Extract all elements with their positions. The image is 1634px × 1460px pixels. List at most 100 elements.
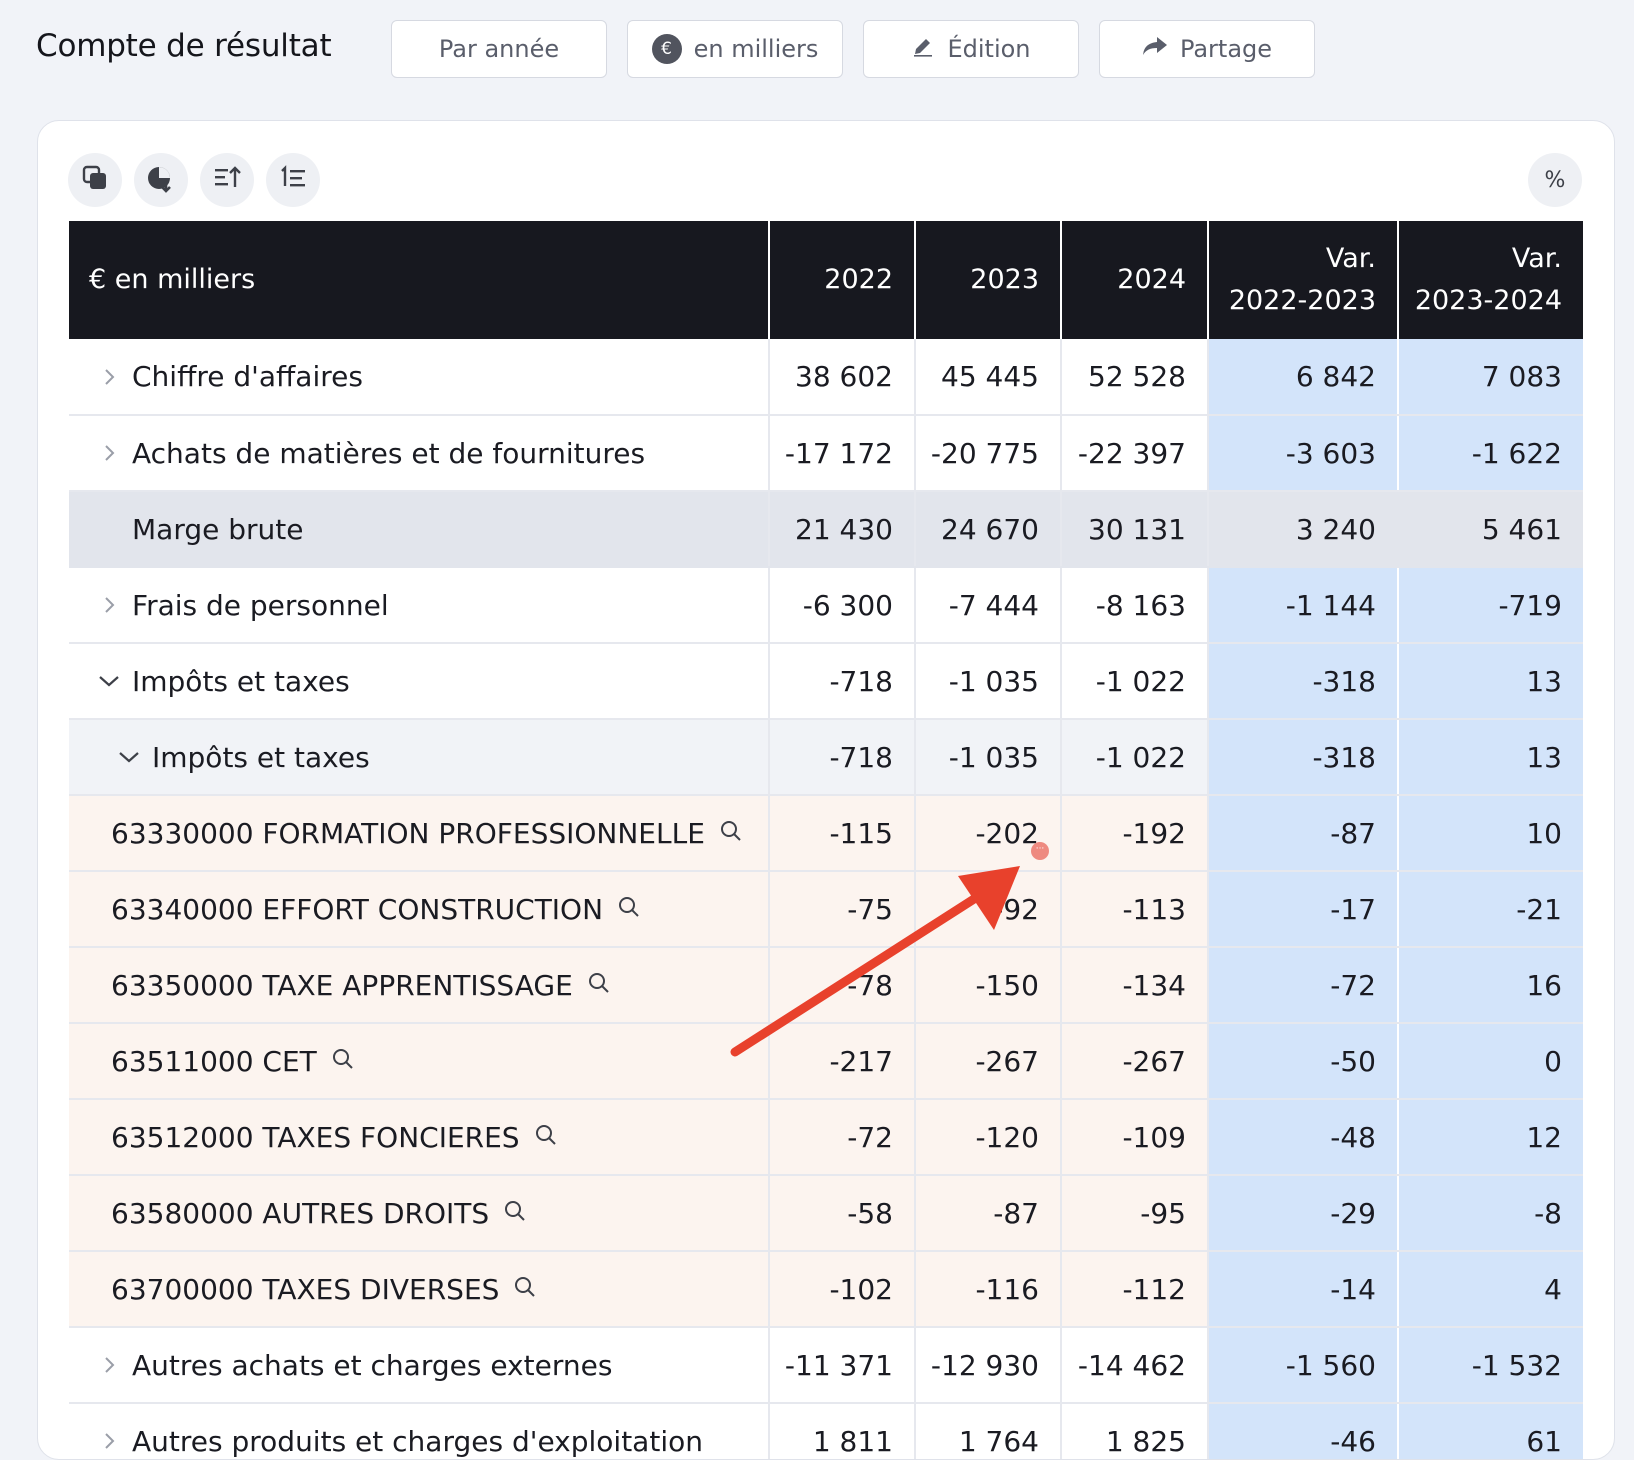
cell-2024: -8 163 bbox=[1061, 567, 1209, 644]
cell-var-2023-2024: 5 461 bbox=[1398, 491, 1583, 568]
share-button-label: Partage bbox=[1179, 35, 1273, 63]
report-card: % € en milliers 2022 2023 2024 Var. 2022… bbox=[37, 120, 1615, 1460]
cell-2023: -116 bbox=[915, 1251, 1062, 1328]
cell-2023: -1 035 bbox=[915, 719, 1062, 796]
row-label: Achats de matières et de fournitures bbox=[132, 436, 646, 470]
cell-2022: -718 bbox=[769, 719, 916, 796]
cell-var-2022-2023: -3 603 bbox=[1208, 415, 1399, 492]
cell-2024: -1 022 bbox=[1061, 643, 1209, 720]
search-icon[interactable] bbox=[534, 1121, 558, 1154]
chevron-right-icon[interactable] bbox=[86, 443, 132, 463]
cell-2024: -22 397 bbox=[1061, 415, 1209, 492]
cell-var-2023-2024: 12 bbox=[1398, 1099, 1583, 1176]
search-icon[interactable] bbox=[617, 893, 641, 926]
cell-var-2022-2023: -14 bbox=[1208, 1251, 1399, 1328]
cell-var-2023-2024: 0 bbox=[1398, 1023, 1583, 1100]
column-header-2024[interactable]: 2024 bbox=[1061, 221, 1209, 339]
cell-var-2023-2024: -21 bbox=[1398, 871, 1583, 948]
cell-2022: -58 bbox=[769, 1175, 916, 1252]
cell-var-2023-2024: 10 bbox=[1398, 795, 1583, 872]
sort-icon bbox=[213, 165, 241, 195]
row-label: 63580000 AUTRES DROITS bbox=[111, 1196, 490, 1230]
table-row[interactable]: Frais de personnel -6 300 -7 444 -8 163 … bbox=[69, 567, 1583, 644]
share-button[interactable]: Partage bbox=[1099, 20, 1315, 78]
column-header-var-2022-2023[interactable]: Var. 2022-2023 bbox=[1208, 221, 1399, 339]
income-statement-table: € en milliers 2022 2023 2024 Var. 2022-2… bbox=[69, 221, 1583, 1459]
edit-button[interactable]: Édition bbox=[863, 20, 1079, 78]
period-button-label: Par année bbox=[438, 35, 560, 63]
cell-var-2023-2024: -1 532 bbox=[1398, 1327, 1583, 1404]
row-label: 63511000 CET bbox=[111, 1044, 317, 1078]
cell-var-2023-2024: 13 bbox=[1398, 643, 1583, 720]
percent-label: % bbox=[1544, 167, 1566, 193]
numbered-list-button[interactable] bbox=[266, 153, 320, 207]
comment-marker-icon[interactable]: ··· bbox=[1031, 842, 1049, 860]
cell-var-2023-2024: 7 083 bbox=[1398, 339, 1583, 416]
cell-2024: 52 528 bbox=[1061, 339, 1209, 416]
chevron-down-icon[interactable] bbox=[86, 674, 132, 688]
sort-button[interactable] bbox=[200, 153, 254, 207]
search-icon[interactable] bbox=[503, 1197, 527, 1230]
cell-2023: 45 445 bbox=[915, 339, 1062, 416]
copy-button[interactable] bbox=[68, 153, 122, 207]
cell-var-2022-2023: -17 bbox=[1208, 871, 1399, 948]
cell-2023: -202 bbox=[915, 795, 1062, 872]
account-row[interactable]: 63511000 CET -217 -267 -267 -50 0 bbox=[69, 1023, 1583, 1100]
search-icon[interactable] bbox=[587, 969, 611, 1002]
table-header-row: € en milliers 2022 2023 2024 Var. 2022-2… bbox=[69, 221, 1583, 339]
cell-2022: -75 bbox=[769, 871, 916, 948]
chevron-down-icon[interactable] bbox=[106, 750, 152, 764]
search-icon[interactable] bbox=[513, 1273, 537, 1306]
cell-var-2022-2023: -318 bbox=[1208, 719, 1399, 796]
cell-2022: -217 bbox=[769, 1023, 916, 1100]
cell-2024: -112 bbox=[1061, 1251, 1209, 1328]
search-icon[interactable] bbox=[719, 817, 743, 850]
row-label: Impôts et taxes bbox=[152, 740, 370, 774]
table-row[interactable]: Chiffre d'affaires 38 602 45 445 52 528 … bbox=[69, 339, 1583, 416]
cell-2023: -87 bbox=[915, 1175, 1062, 1252]
cell-2024: -267 bbox=[1061, 1023, 1209, 1100]
account-row[interactable]: 63340000 EFFORT CONSTRUCTION -75 -92 -11… bbox=[69, 871, 1583, 948]
cell-2024: -192 bbox=[1061, 795, 1209, 872]
row-label: 63340000 EFFORT CONSTRUCTION bbox=[111, 892, 604, 926]
cell-var-2023-2024: -1 622 bbox=[1398, 415, 1583, 492]
account-row[interactable]: 63512000 TAXES FONCIERES -72 -120 -109 -… bbox=[69, 1099, 1583, 1176]
table-row[interactable]: Impôts et taxes -718 -1 035 -1 022 -318 … bbox=[69, 643, 1583, 720]
cell-2022: 38 602 bbox=[769, 339, 916, 416]
account-row[interactable]: 63350000 TAXE APPRENTISSAGE -78 -150 -13… bbox=[69, 947, 1583, 1024]
column-header-2022[interactable]: 2022 bbox=[769, 221, 916, 339]
cell-var-2023-2024: 13 bbox=[1398, 719, 1583, 796]
table-row[interactable]: Autres achats et charges externes -11 37… bbox=[69, 1327, 1583, 1404]
cell-2023: -12 930 bbox=[915, 1327, 1062, 1404]
cell-2023: 24 670 bbox=[915, 491, 1062, 568]
cell-2022: -6 300 bbox=[769, 567, 916, 644]
cell-2022: -718 bbox=[769, 643, 916, 720]
top-bar: Compte de résultat Par année € en millie… bbox=[0, 0, 1634, 100]
chevron-right-icon[interactable] bbox=[86, 595, 132, 615]
cell-var-2023-2024: 16 bbox=[1398, 947, 1583, 1024]
account-row[interactable]: 63330000 FORMATION PROFESSIONNELLE -115 … bbox=[69, 795, 1583, 872]
edit-button-label: Édition bbox=[947, 35, 1031, 63]
column-header-var-line1: Var. bbox=[1325, 243, 1376, 274]
cell-var-2023-2024: 4 bbox=[1398, 1251, 1583, 1328]
chevron-right-icon[interactable] bbox=[86, 367, 132, 387]
chevron-right-icon[interactable] bbox=[86, 1355, 132, 1375]
cell-2024: -95 bbox=[1061, 1175, 1209, 1252]
table-row[interactable]: Impôts et taxes -718 -1 035 -1 022 -318 … bbox=[69, 719, 1583, 796]
pencil-icon bbox=[911, 34, 935, 64]
copy-icon bbox=[81, 164, 109, 196]
unit-button[interactable]: € en milliers bbox=[627, 20, 843, 78]
chart-download-button[interactable] bbox=[134, 153, 188, 207]
account-row[interactable]: 63700000 TAXES DIVERSES -102 -116 -112 -… bbox=[69, 1251, 1583, 1328]
account-row[interactable]: 63580000 AUTRES DROITS -58 -87 -95 -29 -… bbox=[69, 1175, 1583, 1252]
column-header-2023[interactable]: 2023 bbox=[915, 221, 1062, 339]
percent-toggle[interactable]: % bbox=[1528, 153, 1582, 207]
cell-2024: -113 bbox=[1061, 871, 1209, 948]
column-header-var-2023-2024[interactable]: Var. 2023-2024 bbox=[1398, 221, 1583, 339]
cell-2022: 21 430 bbox=[769, 491, 916, 568]
table-row[interactable]: Achats de matières et de fournitures -17… bbox=[69, 415, 1583, 492]
cell-2022: -11 371 bbox=[769, 1327, 916, 1404]
cell-var-2022-2023: -48 bbox=[1208, 1099, 1399, 1176]
search-icon[interactable] bbox=[331, 1045, 355, 1078]
period-button[interactable]: Par année bbox=[391, 20, 607, 78]
